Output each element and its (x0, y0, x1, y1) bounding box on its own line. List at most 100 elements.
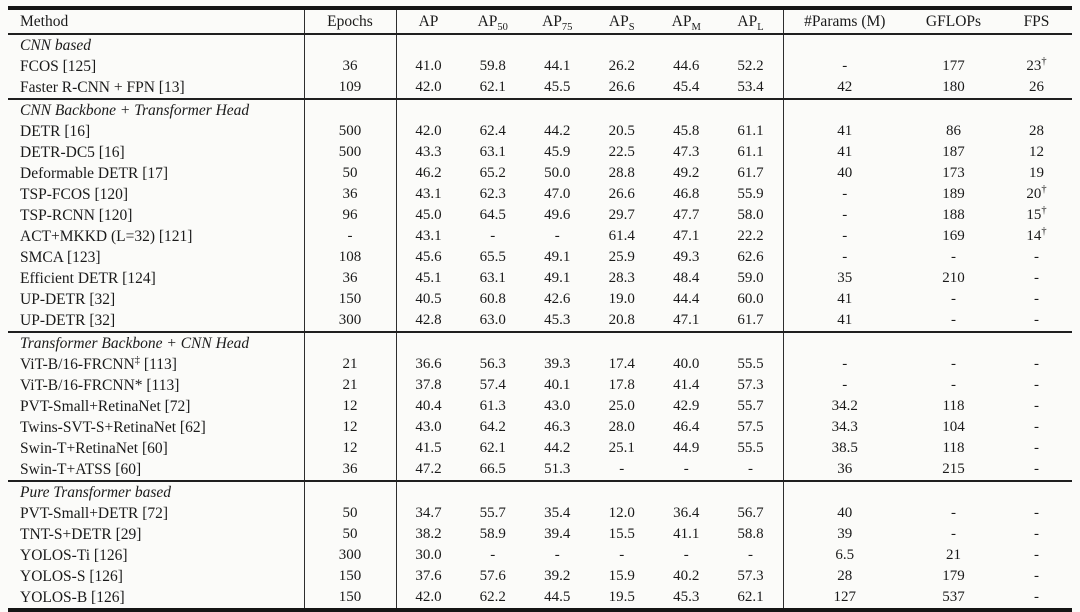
cell-method: TSP-FCOS [120] (8, 184, 305, 205)
cell-method: PVT-Small+DETR [72] (8, 503, 305, 524)
cell-method: Twins-SVT-S+RetinaNet [62] (8, 417, 305, 438)
cell-method: Swin-T+RetinaNet [60] (8, 438, 305, 459)
column-header-subscript: S (628, 22, 635, 34)
cell-ap: 40.5 (415, 291, 442, 307)
cell-ap50: 66.5 (479, 461, 506, 477)
cell-method: Efficient DETR [124] (8, 268, 305, 289)
empty-cell (654, 98, 719, 121)
empty-cell (654, 480, 719, 503)
cell-ap75: 39.2 (544, 568, 571, 584)
cell-ap50: 62.3 (479, 186, 506, 202)
cell-params: 39 (837, 526, 853, 542)
cell-ap: 30.0 (415, 547, 442, 563)
cell-epochs: 150 (304, 289, 397, 310)
column-header-ap50: AP50 (460, 8, 525, 35)
empty-cell (396, 480, 461, 503)
cell-ap50: 64.5 (479, 207, 506, 223)
cell-ap: 42.0 (415, 79, 442, 95)
empty-cell (396, 331, 461, 354)
cell-fps: - (1034, 312, 1039, 328)
cell-fps: 19 (1029, 165, 1044, 181)
cell-params: 40 (837, 165, 853, 181)
empty-cell (304, 33, 397, 56)
column-header-label: FPS (1023, 13, 1050, 30)
table-row: YOLOS-B [126] 150 42.0 62.2 44.5 19.5 45.3 62.1… (8, 587, 1072, 610)
cell-ap75: 42.6 (544, 291, 571, 307)
section-title: CNN Backbone + Transformer Head (8, 98, 305, 121)
section-title: Pure Transformer based (8, 480, 305, 503)
cell-params: 41 (837, 291, 853, 307)
cell-apm: 45.3 (673, 589, 700, 605)
cell-apl: 62.1 (718, 587, 784, 610)
column-header-label: Method (20, 13, 69, 30)
cell-params: 34.3 (831, 419, 858, 435)
cell-aps: 26.2 (608, 58, 635, 74)
cell-ap75: 43.0 (544, 398, 571, 414)
cell-method: YOLOS-S [126] (8, 566, 305, 587)
cell-fps: - (1034, 249, 1039, 265)
cell-apl: 57.5 (718, 417, 784, 438)
cell-params: - (842, 58, 848, 74)
table-row: YOLOS-S [126] 150 37.6 57.6 39.2 15.9 40.2 57.3… (8, 566, 1072, 587)
cell-fps: - (1034, 505, 1039, 521)
cell-epochs: 96 (304, 205, 397, 226)
cell-ap: 42.8 (415, 312, 442, 328)
empty-cell (906, 98, 1001, 121)
empty-cell (1001, 98, 1072, 121)
cell-ap: 43.3 (415, 144, 442, 160)
cell-apl: 61.1 (718, 142, 784, 163)
cell-apl: 57.3 (718, 375, 784, 396)
cell-method: DETR-DC5 [16] (8, 142, 305, 163)
empty-cell (589, 33, 654, 56)
cell-ap75: 49.6 (544, 207, 571, 223)
cell-fps: - (1034, 270, 1039, 286)
cell-ap50: 63.1 (479, 144, 506, 160)
cell-ap50: 57.4 (479, 377, 506, 393)
dagger-marker: † (1041, 205, 1047, 216)
table-row: TSP-FCOS [120] 36 43.1 62.3 47.0 26.6 46.8 55.9… (8, 184, 1072, 205)
cell-ap75: 35.4 (544, 505, 571, 521)
cell-params: 40 (837, 505, 853, 521)
cell-ap75: 51.3 (544, 461, 571, 477)
cell-method: FCOS [125] (8, 56, 305, 77)
cell-aps: 25.9 (608, 249, 635, 265)
cell-apm: 49.2 (673, 165, 700, 181)
cell-fps: - (1034, 398, 1039, 414)
column-header-gflops: GFLOPs (906, 8, 1001, 35)
cell-params: - (842, 249, 848, 265)
cell-ap: 43.0 (415, 419, 442, 435)
cell-fps: - (1034, 589, 1039, 605)
cell-ap: 45.0 (415, 207, 442, 223)
double-dagger-marker: ‡ (134, 354, 141, 366)
cell-aps: 28.3 (608, 270, 635, 286)
empty-cell (718, 98, 784, 121)
cell-epochs: 150 (304, 566, 397, 587)
cell-apm: 41.1 (673, 526, 700, 542)
cell-gflops: 173 (942, 165, 965, 181)
cell-ap75: 44.2 (544, 440, 571, 456)
cell-apl: 61.7 (718, 310, 784, 332)
cell-apl: - (718, 545, 784, 566)
cell-apl: 56.7 (718, 503, 784, 524)
cell-params: - (842, 228, 848, 244)
table-row: PVT-Small+RetinaNet [72] 12 40.4 61.3 43.0 25… (8, 396, 1072, 417)
cell-ap50: - (490, 228, 496, 244)
cell-gflops: 187 (942, 144, 965, 160)
column-header-label: GFLOPs (925, 13, 982, 30)
cell-method: UP-DETR [32] (8, 310, 305, 332)
cell-ap75: 44.1 (544, 58, 571, 74)
section-row: Pure Transformer based (8, 480, 1072, 503)
cell-apm: 45.4 (673, 79, 700, 95)
cell-method: ViT-B/16-FRCNN* [113] (8, 375, 305, 396)
column-header-label: AP (608, 13, 629, 30)
cell-ap75: 49.1 (544, 270, 571, 286)
cell-gflops: 537 (942, 589, 965, 605)
column-header-method: Method (8, 8, 305, 35)
cell-apm: 47.1 (673, 228, 700, 244)
cell-aps: 22.5 (608, 144, 635, 160)
empty-cell (589, 480, 654, 503)
cell-aps: 28.0 (608, 419, 635, 435)
cell-params: - (842, 356, 848, 372)
cell-ap75: 39.3 (544, 356, 571, 372)
